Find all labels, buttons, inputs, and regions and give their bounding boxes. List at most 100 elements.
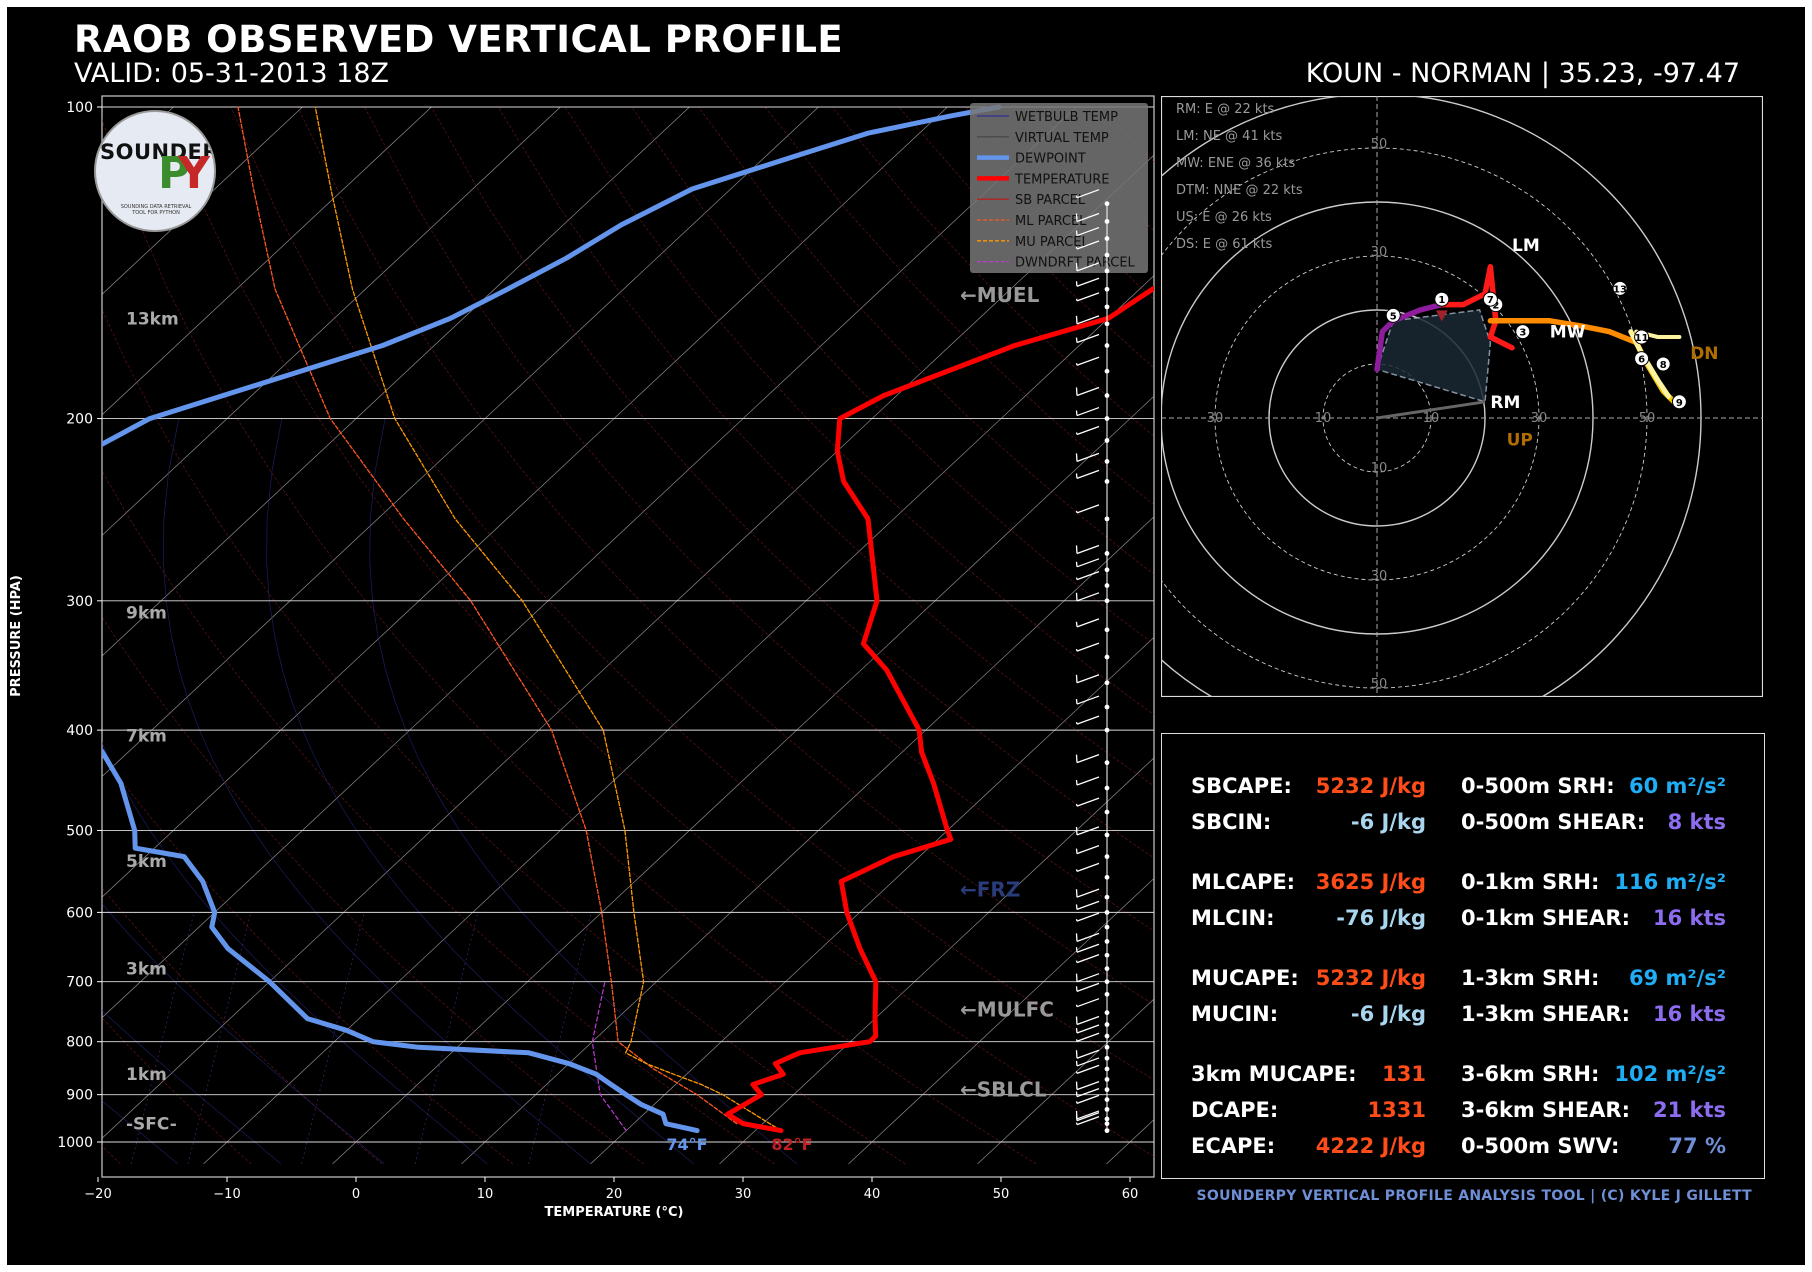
param-value: 69 m²/s²	[1629, 966, 1726, 990]
wind-barb	[1075, 1027, 1078, 1034]
storm-motion-text: MW: ENE @ 36 kts	[1176, 156, 1296, 171]
wind-barb-dot	[1104, 991, 1110, 997]
isotherm-line	[332, 395, 1154, 1165]
wind-barb-dot	[1104, 268, 1110, 274]
wind-barb-dot	[1104, 1022, 1110, 1027]
param-label: 3km MUCAPE:	[1191, 1062, 1357, 1086]
param-label: 0-500m SHEAR:	[1461, 810, 1646, 834]
deviant-tornado-marker	[1435, 310, 1448, 322]
moist-adiabat	[266, 418, 694, 1165]
wind-barb-flag	[1076, 943, 1100, 953]
pressure-tick-label: 500	[66, 823, 93, 839]
wind-barb	[1075, 1050, 1078, 1059]
wind-barb-dot	[1104, 909, 1110, 915]
wind-barb-flag	[1076, 386, 1100, 397]
wind-barb	[1075, 699, 1078, 705]
wind-barb-flag	[1076, 900, 1100, 910]
storm-motion-text: US: E @ 26 kts	[1176, 210, 1272, 225]
height-label: 7km	[126, 727, 167, 747]
wind-barb-flag	[1076, 954, 1100, 964]
wind-barb-flag	[1076, 1110, 1100, 1120]
dry-adiabat	[102, 887, 383, 1165]
temperature-tick-label: 0	[352, 1187, 360, 1202]
param-value: 3625 J/kg	[1315, 870, 1426, 894]
wind-barb-flag	[1076, 1032, 1100, 1042]
wind-barb-dot	[1104, 727, 1110, 733]
wind-barb-dot	[1104, 760, 1110, 766]
rm-vector	[1376, 400, 1486, 420]
range-ring-label: 10	[1371, 461, 1388, 476]
wind-barb-dot	[1104, 680, 1110, 686]
hodo-segment-orange	[1487, 318, 1639, 346]
wind-barb	[1075, 986, 1078, 992]
temperature-tick-label: 20	[606, 1187, 623, 1202]
param-value: 8 kts	[1667, 810, 1726, 834]
dewpoint-line	[102, 104, 1002, 1134]
srh-inflow-area	[1376, 309, 1492, 403]
dry-adiabat	[102, 470, 775, 1165]
dry-adiabat	[230, 106, 1154, 1081]
level-marker: ←SBLCL	[960, 1078, 1047, 1102]
wind-barb-flag	[1076, 544, 1100, 555]
wind-barb-flag	[1076, 333, 1100, 344]
wind-barb-dot	[1104, 979, 1110, 985]
height-marker	[1385, 307, 1401, 323]
logo-tagline: SOUNDING DATA RETRIEVAL TOOL FOR PYTHON	[120, 204, 192, 216]
isotherm-line	[102, 106, 819, 778]
height-marker	[1671, 394, 1687, 410]
wind-barb	[1075, 561, 1078, 567]
moist-adiabat	[102, 742, 488, 1165]
moist-adiabat	[163, 418, 591, 1165]
wind-barb-dot	[1104, 343, 1110, 348]
wind-barb-dot	[1104, 874, 1110, 880]
range-ring-label: 50	[1371, 677, 1388, 692]
wind-barb-flag	[1076, 1087, 1100, 1098]
param-label: 3-6km SRH:	[1461, 1062, 1600, 1086]
param-value: 116 m²/s²	[1614, 870, 1726, 894]
wind-barb-flag	[1076, 558, 1100, 568]
hodo-segment-red	[1439, 264, 1515, 351]
pressure-tick-label: 800	[66, 1035, 93, 1051]
height-marker	[1634, 351, 1650, 367]
wind-barb	[1075, 933, 1078, 942]
wind-barb-flag	[1076, 262, 1100, 272]
wind-barb-flag	[1076, 425, 1100, 436]
storm-motion-text: RM: E @ 22 kts	[1176, 102, 1275, 117]
wind-barb	[1075, 848, 1078, 854]
height-marker	[1482, 291, 1498, 307]
wind-barb-dot	[1104, 416, 1110, 421]
param-label: DCAPE:	[1191, 1098, 1279, 1122]
legend-box	[970, 103, 1148, 273]
level-marker: ←MUEL	[960, 283, 1040, 307]
wind-barb-dot	[1104, 704, 1110, 710]
wind-barb	[1075, 262, 1078, 271]
param-value: 102 m²/s²	[1614, 1062, 1726, 1086]
dry-adiabat	[698, 106, 1154, 575]
dry-adiabat	[102, 118, 1037, 1165]
param-label: SBCAPE:	[1191, 774, 1292, 798]
height-marker-label: 5	[1390, 311, 1397, 322]
wind-barb-flag	[1076, 452, 1100, 463]
param-value: 4222 J/kg	[1315, 1134, 1426, 1158]
wind-barb-flag	[1076, 240, 1100, 250]
storm-motion-text: DS: E @ 61 kts	[1176, 237, 1273, 252]
wind-barb	[1075, 453, 1078, 462]
param-label: MUCAPE:	[1191, 966, 1299, 990]
height-marker-label: 1	[1438, 295, 1445, 306]
storm-motion-text: DTM: NNE @ 22 kts	[1176, 183, 1303, 198]
wind-barb-flag	[1076, 998, 1100, 1008]
legend-label: VIRTUAL TEMP	[1015, 131, 1109, 146]
wind-barb-flag	[1076, 695, 1100, 705]
wind-barb-flag	[1076, 1049, 1100, 1059]
param-value: 16 kts	[1652, 1002, 1726, 1026]
wind-barb-dot	[1104, 809, 1110, 815]
wind-barb-flag	[1076, 212, 1100, 223]
pressure-tick-label: 1000	[57, 1135, 93, 1151]
wind-barb-dot	[1104, 304, 1110, 310]
wind-barb-flag	[1076, 1112, 1100, 1122]
mu-parcel-line	[314, 106, 782, 1132]
wind-barb-flag	[1076, 226, 1100, 237]
downdraft-parcel-line	[591, 981, 627, 1132]
mixing-ratio-line	[301, 912, 365, 1165]
